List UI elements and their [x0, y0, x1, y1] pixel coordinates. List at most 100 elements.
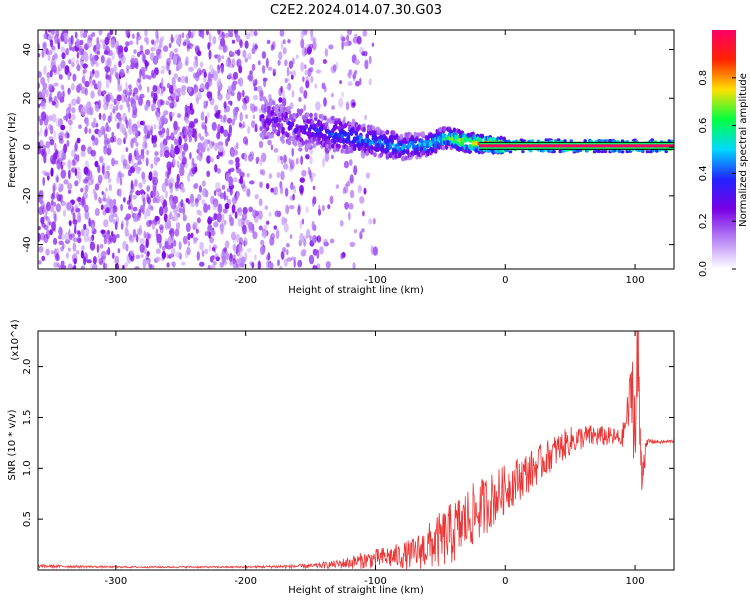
- spectrogram-cell: [249, 70, 253, 75]
- spectrogram-cell: [107, 247, 111, 256]
- spectrogram-cell: [71, 47, 76, 52]
- spectrogram-cell: [246, 188, 251, 197]
- spectrogram-cell: [216, 132, 221, 140]
- spectrogram-cell: [314, 83, 318, 89]
- spectrogram-cell: [98, 30, 103, 36]
- spectrogram-cell: [258, 140, 264, 149]
- spectrogram-cell: [354, 59, 360, 66]
- spectrogram-cell: [116, 83, 123, 90]
- spectrogram-cell: [325, 261, 331, 269]
- spectrogram-cell: [113, 64, 117, 73]
- spectrogram-cell: [84, 204, 89, 213]
- spectrogram-cell: [189, 102, 193, 111]
- spectrogram-cell: [228, 50, 233, 58]
- spectrogram-cell: [65, 47, 70, 56]
- spectrogram-cell: [278, 87, 283, 97]
- y-tick-label: 0.5: [22, 511, 33, 527]
- spectrogram-cell: [104, 36, 110, 46]
- spectrogram-cell: [194, 133, 198, 142]
- spectrogram-cell: [145, 157, 149, 167]
- spectrogram-cell: [298, 96, 302, 103]
- spectrogram-cell: [365, 150, 370, 156]
- spectrogram-cell: [198, 185, 202, 193]
- spectrogram-cell: [160, 69, 165, 74]
- spectrogram-cell: [303, 30, 308, 36]
- spectrogram-cell: [187, 240, 191, 247]
- spectrogram-cell: [181, 261, 186, 266]
- spectrogram-cell: [145, 124, 151, 135]
- spectrogram-cell: [69, 220, 72, 227]
- spectrogram-cell: [345, 101, 350, 111]
- spectrogram-cell: [312, 40, 317, 51]
- spectrogram-cell: [192, 224, 196, 230]
- top-x-ticks: -300 -200 -100 0 100: [105, 30, 645, 286]
- spectrogram-cell: [97, 88, 102, 97]
- spectrogram-cell: [122, 159, 127, 170]
- spectrogram-cell: [195, 57, 198, 67]
- spectrogram-cell: [130, 96, 135, 104]
- spectrogram-cell: [266, 39, 271, 45]
- spectrogram-cell: [49, 96, 53, 102]
- spectrogram-cell: [122, 112, 127, 122]
- spectrogram-cell: [370, 245, 374, 255]
- spectrogram-cell: [80, 250, 84, 259]
- spectrogram-cell: [38, 189, 44, 195]
- spectrogram-cell: [186, 246, 191, 256]
- spectrogram-cell: [290, 256, 297, 261]
- colorbar-tick-label: 0.8: [698, 70, 709, 86]
- spectrogram-cell: [66, 201, 73, 211]
- spectrogram-cell: [286, 257, 292, 262]
- spectrogram-cell: [230, 231, 237, 241]
- spectrogram-cell: [231, 82, 237, 91]
- spectrogram-cell: [201, 30, 204, 36]
- spectrogram-cell: [324, 48, 329, 57]
- spectrogram-cell: [119, 177, 123, 186]
- spectrogram-cell: [123, 197, 126, 203]
- spectrogram-cell: [261, 106, 265, 112]
- spectrogram-cell: [182, 142, 189, 152]
- spectrogram-cell: [99, 243, 104, 249]
- top-x-axis-label: Height of straight line (km): [288, 285, 424, 296]
- spectrogram-cell: [159, 224, 164, 231]
- spectrogram-cell: [349, 159, 353, 166]
- spectrogram-cell: [309, 57, 315, 66]
- spectrogram-cell: [87, 34, 93, 41]
- spectrogram-cell: [89, 53, 93, 62]
- spectrogram-cell: [45, 127, 48, 137]
- snr-series: [38, 331, 674, 570]
- spectrogram-cell: [220, 223, 225, 232]
- spectrogram-cell: [162, 127, 166, 134]
- spectrogram-cell: [281, 97, 287, 107]
- spectrogram-cell: [94, 183, 100, 191]
- spectrogram-cell: [343, 160, 349, 169]
- spectrogram-cell: [80, 30, 84, 38]
- spectrogram-cell: [306, 112, 310, 118]
- spectrogram-cell: [331, 105, 336, 110]
- spectrogram-cell: [49, 69, 53, 78]
- spectrogram-cell: [270, 133, 275, 139]
- spectrogram-cell: [175, 251, 181, 258]
- spectrogram-cell: [299, 108, 304, 114]
- spectrogram-cell: [109, 235, 112, 243]
- spectrogram-cell: [206, 30, 209, 36]
- spectrogram-cell: [53, 152, 58, 160]
- spectrogram-cell: [286, 85, 290, 90]
- spectrogram-cell: [38, 195, 43, 204]
- spectrogram-cell: [222, 255, 227, 264]
- spectrogram-cell: [101, 255, 106, 263]
- spectrogram-cell: [196, 155, 201, 160]
- spectrogram-cell: [116, 175, 120, 184]
- spectrogram-cell: [186, 45, 190, 52]
- spectrogram-cell: [56, 33, 60, 39]
- spectrogram-cell: [430, 147, 435, 153]
- spectrogram-cell: [67, 159, 72, 170]
- spectrogram-cell: [308, 43, 314, 49]
- spectrogram-cell: [307, 130, 312, 136]
- spectrogram-cell: [301, 140, 306, 146]
- spectrogram-cell: [78, 199, 82, 206]
- spectrogram-cell: [213, 261, 217, 266]
- spectrogram-cell: [199, 136, 205, 141]
- spectrogram-cell: [92, 69, 95, 75]
- spectrogram-cell: [131, 156, 134, 165]
- spectrogram-cell: [241, 104, 248, 111]
